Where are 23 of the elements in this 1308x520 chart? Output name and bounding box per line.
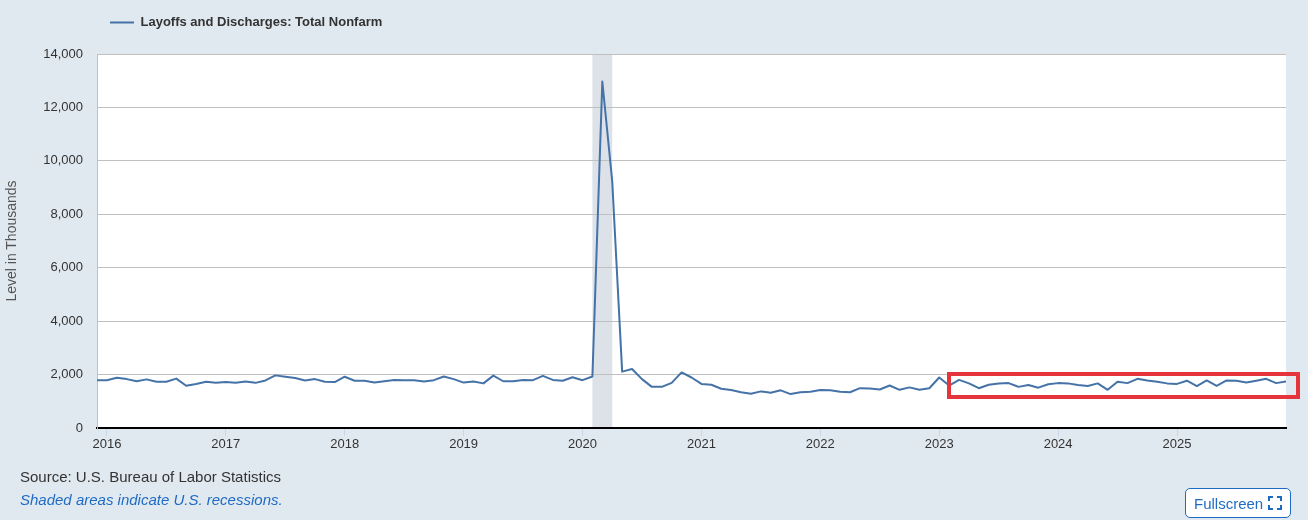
y-tick-label: 10,000: [43, 152, 83, 168]
legend-label: Layoffs and Discharges: Total Nonfarm: [140, 14, 383, 30]
y-tick-label: 0: [75, 419, 83, 435]
x-tick-label: 2024: [1043, 436, 1073, 452]
x-tick-label: 2023: [924, 436, 954, 452]
x-tick-label: 2016: [92, 436, 122, 452]
x-tick-label: 2022: [805, 436, 835, 452]
y-tick-label: 2,000: [50, 366, 83, 382]
y-tick-label: 4,000: [50, 312, 83, 328]
y-tick-label: 6,000: [50, 259, 83, 275]
fullscreen-button[interactable]: Fullscreen: [1185, 488, 1292, 518]
x-tick-label: 2017: [211, 436, 241, 452]
y-tick-label: 12,000: [43, 99, 83, 115]
y-tick-label: 8,000: [50, 205, 83, 221]
x-tick-label: 2021: [686, 436, 716, 452]
y-tick-label: 14,000: [43, 45, 83, 61]
x-tick-label: 2025: [1162, 436, 1192, 452]
x-tick-label: 2019: [449, 436, 479, 452]
x-tick-label: 2020: [568, 436, 597, 452]
text: Shaded areas indicate U.S. recessions.: [20, 491, 283, 508]
y-axis-title: Level in Thousands: [3, 180, 20, 302]
x-tick-label: 2018: [330, 436, 360, 452]
source-note: Source: U.S. Bureau of Labor Statistics: [20, 468, 281, 485]
